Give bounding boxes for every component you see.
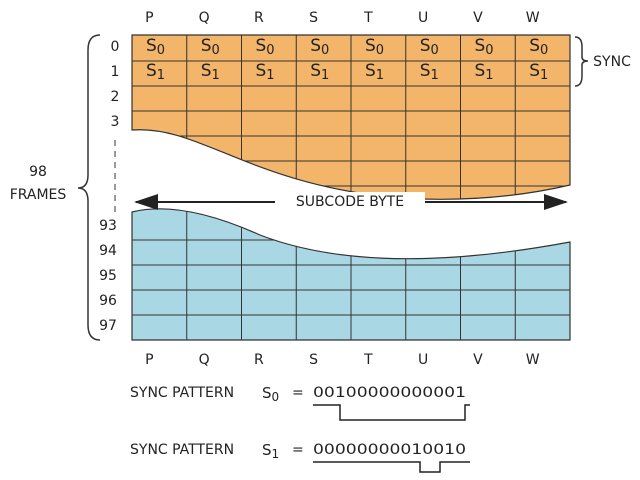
symbol-letter: S: [420, 36, 431, 56]
column-label: R: [254, 352, 264, 368]
symbol: S0: [146, 36, 165, 58]
symbol-letter: S: [310, 61, 321, 81]
row-label: 1: [111, 64, 120, 80]
pattern-label: SYNC PATTERN: [130, 385, 234, 401]
pattern-equals: =: [292, 442, 304, 458]
symbol-letter: S: [256, 36, 267, 56]
label-bg: [275, 192, 425, 212]
column-label: U: [418, 10, 428, 26]
frames-count: 98: [29, 164, 47, 180]
symbol: S1: [365, 61, 384, 83]
symbol: S1: [201, 61, 220, 83]
symbol-letter: S: [365, 61, 376, 81]
row-label: 3: [111, 114, 120, 130]
symbol-letter: S: [256, 61, 267, 81]
column-label: W: [526, 352, 540, 368]
symbol-subscript: 1: [157, 68, 165, 83]
symbol-subscript: 0: [212, 43, 220, 58]
symbol-letter: S: [529, 36, 540, 56]
pattern-bits: 00100000000001: [313, 385, 466, 401]
column-label: Q: [199, 10, 210, 26]
symbol: S0: [420, 36, 439, 58]
bottom-block: [131, 208, 571, 341]
symbol-subscript: 1: [431, 68, 439, 83]
symbol-letter: S: [201, 61, 212, 81]
frames-label: FRAMES: [10, 187, 67, 203]
symbol: S1: [256, 61, 275, 83]
pattern-label: SYNC PATTERN: [130, 442, 234, 458]
symbol-subscript: 1: [212, 68, 220, 83]
column-label: U: [418, 352, 428, 368]
symbol: S1: [420, 61, 439, 83]
row-label: 95: [99, 268, 117, 284]
symbol-subscript: 1: [376, 68, 384, 83]
symbol-letter: S: [146, 61, 157, 81]
symbol: S0: [529, 36, 548, 58]
pattern-bits: 00000000010010: [313, 442, 466, 458]
column-label: V: [473, 10, 483, 26]
column-label: T: [363, 352, 373, 368]
symbol-letter: S: [475, 36, 486, 56]
symbol-subscript: 0: [157, 43, 165, 58]
symbol-subscript: 1: [540, 68, 548, 83]
row-label: 96: [99, 293, 117, 309]
waveform: [313, 404, 470, 421]
symbol-subscript: 0: [272, 390, 280, 404]
symbol-subscript: 0: [266, 43, 274, 58]
symbol-letter: S: [201, 36, 212, 56]
symbol: S1: [262, 441, 279, 461]
column-label: Q: [199, 352, 210, 368]
sync-brace: [574, 36, 589, 87]
symbol: S0: [201, 36, 220, 58]
symbol-subscript: 1: [272, 447, 280, 461]
symbol-letter: S: [146, 36, 157, 56]
column-label: T: [363, 10, 373, 26]
column-label: P: [145, 352, 153, 368]
symbol-letter: S: [310, 36, 321, 56]
symbol-subscript: 0: [540, 43, 548, 58]
symbol-subscript: 0: [321, 43, 329, 58]
frames-brace: [77, 34, 101, 341]
symbol-letter: S: [529, 61, 540, 81]
symbol-subscript: 0: [485, 43, 493, 58]
symbol: S1: [475, 61, 494, 83]
symbol-subscript: 0: [376, 43, 384, 58]
row-label: 0: [111, 39, 120, 55]
row-label: 93: [99, 218, 117, 234]
column-label: P: [145, 10, 153, 26]
symbol: S0: [256, 36, 275, 58]
symbol: S0: [365, 36, 384, 58]
row-label: 97: [99, 318, 117, 334]
row-label: 94: [99, 243, 117, 259]
symbol-letter: S: [420, 61, 431, 81]
column-label: R: [254, 10, 264, 26]
subcode-label: SUBCODE BYTE: [296, 194, 404, 210]
symbol-letter: S: [475, 61, 486, 81]
symbol: S0: [262, 384, 279, 404]
symbol-subscript: 1: [321, 68, 329, 83]
column-label: V: [473, 352, 483, 368]
symbol-letter: S: [262, 441, 272, 459]
column-label: S: [309, 10, 318, 26]
column-label: W: [526, 10, 540, 26]
sync-label: SYNC: [593, 54, 631, 70]
pattern-equals: =: [292, 385, 304, 401]
symbol-letter: S: [365, 36, 376, 56]
symbol: S1: [529, 61, 548, 83]
symbol: S1: [310, 61, 329, 83]
row-label: 2: [111, 89, 120, 105]
symbol-subscript: 1: [266, 68, 274, 83]
symbol-subscript: 0: [431, 43, 439, 58]
symbol: S1: [146, 61, 165, 83]
symbol-letter: S: [262, 384, 272, 402]
waveform: [313, 461, 470, 473]
symbol: S0: [475, 36, 494, 58]
symbol: S0: [310, 36, 329, 58]
column-label: S: [309, 352, 318, 368]
symbol-subscript: 1: [485, 68, 493, 83]
